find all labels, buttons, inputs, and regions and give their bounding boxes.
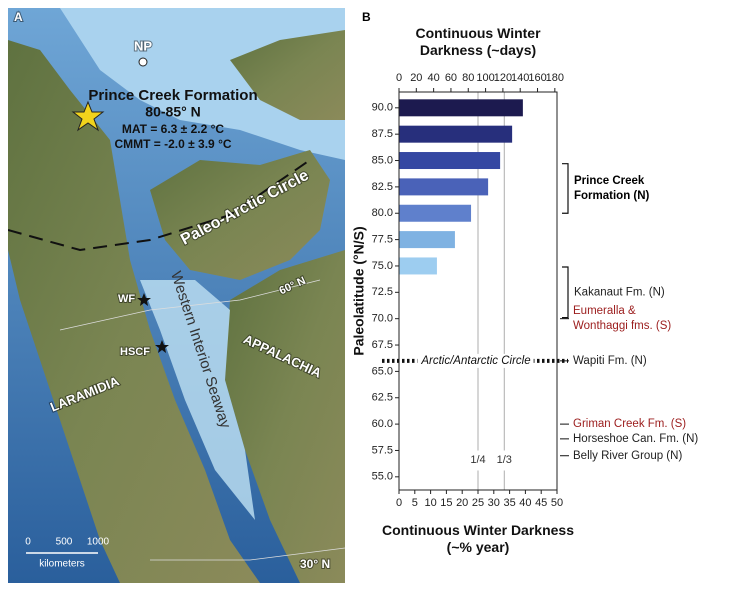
parallel-30 — [150, 547, 345, 561]
y-tick-label: 55.0 — [372, 471, 393, 483]
formation-label: Belly River Group (N) — [573, 450, 682, 462]
shield-land — [150, 150, 330, 280]
seaway — [140, 280, 255, 520]
map-label: Prince Creek Formation — [88, 87, 257, 104]
panel-label: B — [362, 10, 371, 24]
y-tick-label: 72.5 — [372, 286, 393, 298]
map-label: 80-85° N — [145, 104, 200, 120]
scale-label: 0 — [25, 537, 31, 548]
reference-label: 1/4 — [470, 454, 485, 466]
bar — [399, 125, 513, 143]
northeast-land — [230, 30, 345, 120]
map-label: MAT = 6.3 ± 2.2 °C — [122, 122, 225, 136]
y-tick-label: 90.0 — [372, 102, 393, 114]
chart: B 1/4 1/3 55.0 57.5 60.0 62.5 65.0 67.5 70.0 72.5… — [351, 10, 699, 554]
formation-label: Kakanaut Fm. (N) — [574, 286, 665, 298]
circle-label: Arctic/Antarctic Circle — [420, 355, 530, 367]
map-label: WF — [118, 293, 135, 305]
y-tick-label: 82.5 — [372, 181, 393, 193]
x-tick-label: 40 — [519, 497, 531, 509]
y-tick-label: 85.0 — [372, 154, 393, 166]
x2-tick-label: 140 — [511, 72, 529, 84]
parallel-60 — [59, 279, 321, 331]
x-tick-label: 5 — [412, 497, 418, 509]
x-tick-label: 35 — [503, 497, 515, 509]
hscf-star — [155, 340, 169, 353]
x2-tick-label: 160 — [528, 72, 546, 84]
x2-tick-label: 100 — [476, 72, 494, 84]
x2-tick-label: 60 — [445, 72, 457, 84]
y-tick-label: 65.0 — [372, 365, 393, 377]
y-tick-label: 62.5 — [372, 392, 393, 404]
y-tick-label: 60.0 — [372, 418, 393, 430]
star — [71, 100, 105, 132]
panel-label: A — [14, 10, 23, 24]
formation-label: Horseshoe Can. Fm. (N) — [573, 433, 698, 445]
axis-title: Continuous Winter Darkness (~% year) — [382, 522, 574, 555]
x-tick-label: 50 — [551, 497, 563, 509]
label-bg — [417, 353, 534, 368]
reference-label: 1/3 — [497, 454, 512, 466]
axis-title: Paleolatitude (°N/S) — [351, 226, 367, 355]
formation-label: Wonthaggi fms. (S) — [573, 320, 671, 332]
scale-label: kilometers — [39, 559, 85, 570]
appalachia-land — [225, 250, 345, 583]
arctic-circle-line — [8, 159, 311, 252]
formation-label: Wapiti Fm. (N) — [573, 355, 647, 367]
y-tick-label: 77.5 — [372, 234, 393, 246]
x-tick-label: 45 — [535, 497, 547, 509]
formation-label: Griman Creek Fm. (S) — [573, 418, 686, 430]
x-tick-label: 0 — [396, 497, 402, 509]
map-label: CMMT = -2.0 ± 3.9 °C — [114, 137, 231, 151]
y-tick-label: 87.5 — [372, 128, 393, 140]
bar — [399, 231, 455, 249]
bar — [399, 204, 472, 222]
scale-label: 1000 — [87, 537, 110, 548]
laramidia-land — [8, 40, 260, 583]
x2-tick-label: 0 — [396, 72, 402, 84]
y-tick-label: 80.0 — [372, 207, 393, 219]
bracket — [562, 163, 569, 214]
x-tick-label: 15 — [440, 497, 452, 509]
x2-tick-label: 20 — [410, 72, 422, 84]
x-tick-label: 20 — [456, 497, 468, 509]
y-tick-label: 70.0 — [372, 313, 393, 325]
map — [8, 8, 345, 583]
map-label: HSCF — [120, 346, 150, 358]
formation-label: Eumeralla & — [573, 305, 636, 317]
x-tick-label: 30 — [488, 497, 500, 509]
map-label: NP — [134, 38, 152, 53]
y-tick-label: 67.5 — [372, 339, 393, 351]
north-pole — [138, 57, 148, 67]
bar — [399, 152, 501, 170]
map-label: 30° N — [300, 557, 330, 571]
bar — [399, 178, 489, 196]
bar — [399, 99, 523, 117]
wf-star — [137, 293, 151, 306]
bracket — [562, 266, 569, 319]
formation-label: Formation (N) — [574, 190, 650, 202]
y-tick-label: 57.5 — [372, 444, 393, 456]
x2-tick-label: 80 — [462, 72, 474, 84]
scale-label: 500 — [56, 537, 73, 548]
y-tick-label: 75.0 — [372, 260, 393, 272]
x-tick-label: 25 — [472, 497, 484, 509]
x2-tick-label: 40 — [428, 72, 440, 84]
formation-label: Prince Creek — [574, 175, 645, 187]
x-tick-label: 10 — [424, 497, 436, 509]
x2-tick-label: 180 — [546, 72, 564, 84]
bar — [399, 257, 437, 275]
axis-title: Continuous Winter Darkness (~days) — [415, 25, 541, 58]
x2-tick-label: 120 — [494, 72, 512, 84]
